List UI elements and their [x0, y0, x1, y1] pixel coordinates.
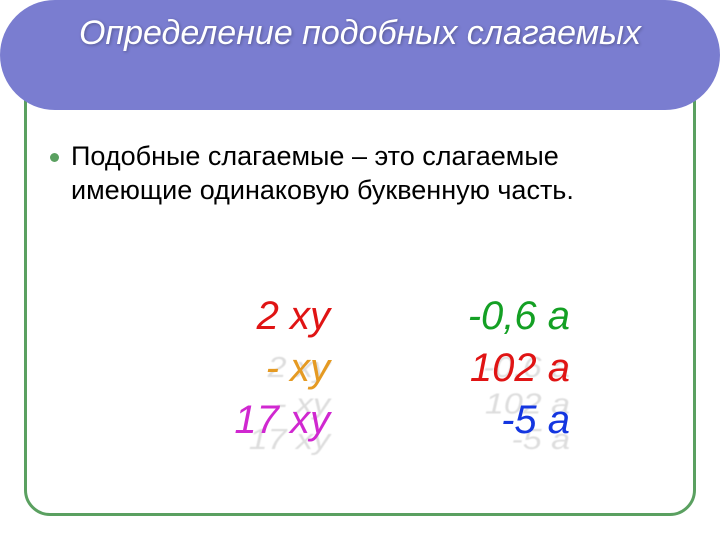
bullet-row: Подобные слагаемые – это слагаемые имеющ…: [50, 140, 670, 208]
example-cell: - xy: [150, 342, 360, 394]
example-cell: -5 a: [360, 394, 570, 446]
body-area: Подобные слагаемые – это слагаемые имеющ…: [50, 140, 670, 208]
example-cell: 102 a: [360, 342, 570, 394]
example-cell: -0,6 a: [360, 290, 570, 342]
definition-text: Подобные слагаемые – это слагаемые имеющ…: [71, 140, 670, 208]
example-cell: 17 xy: [150, 394, 360, 446]
header-banner: Определение подобных слагаемых: [0, 0, 720, 110]
examples-block: 2 xy -0,6 a - xy 102 a 17 xy -5 a 2 xy -…: [0, 290, 720, 446]
examples-main: 2 xy -0,6 a - xy 102 a 17 xy -5 a: [0, 290, 720, 446]
bullet-dot-icon: [50, 153, 59, 162]
slide-title: Определение подобных слагаемых: [0, 12, 720, 55]
example-cell: 2 xy: [150, 290, 360, 342]
